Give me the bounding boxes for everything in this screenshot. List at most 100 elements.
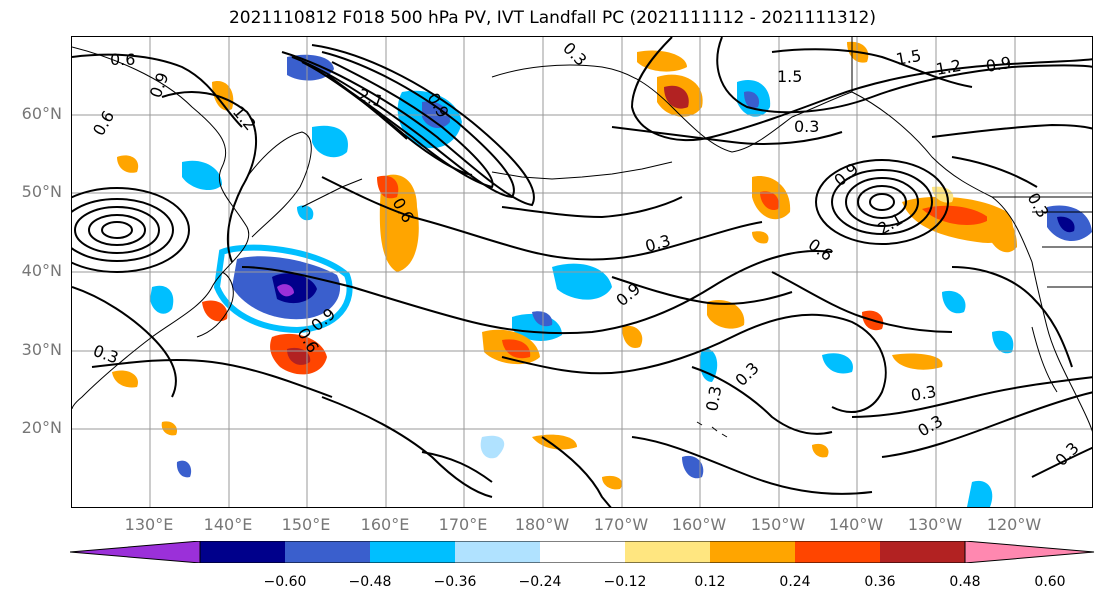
map-title: 2021110812 F018 500 hPa PV, IVT Landfall… [228,8,876,28]
contour-m [541,436,612,507]
contour-u [771,271,953,333]
neg-anomaly-central [552,263,612,300]
contour-bering-3 [281,44,535,207]
contour-nepac-1 [869,193,895,211]
contour-s [501,196,683,219]
pos-anomaly-north2 [637,50,687,72]
pos-anomaly-ne-pac-core [760,191,779,211]
lon-label-170e: 170°E [438,515,488,534]
neg-anomaly-west [942,290,966,314]
lat-label-30n: 30°N [21,340,62,359]
contour-r [1031,446,1092,478]
pos-anomaly-small2 [117,155,139,173]
lon-label-160e: 160°E [360,515,410,534]
contour-label: 0.6 [805,235,837,265]
contour-p [321,396,493,498]
contour-nepac-4 [831,169,933,235]
lat-label-50n: 50°N [21,182,62,201]
contour-asia-2 [88,214,146,246]
contour-asia-3 [74,206,160,254]
lon-label-130e: 130°E [124,515,174,534]
pos-anomaly-subtrop4 [622,325,643,348]
contour-l [631,436,873,495]
pos-anomaly-central-core [502,339,531,359]
contour-bering-1 [301,61,494,189]
coastline-baja [1031,326,1058,393]
contour-j [851,376,1092,418]
colorbar-tick-label: −0.60 [263,574,307,590]
neg-anomaly-small2 [480,435,505,459]
colorbar-cell [200,541,286,563]
contour-label: 0.3 [731,358,762,389]
colorbar-tick-label: −0.24 [518,574,562,590]
pos-anomaly-coast2 [987,211,1017,253]
map-canvas: 0.6 0.9 1.2 2.1 0.6 0.9 0.3 1.5 1.2 0.9 … [72,37,1092,507]
neg-anomaly-center [272,273,317,304]
contour-asia-5 [72,187,190,273]
pos-anomaly-subtrop3 [892,353,943,370]
coastline-us-west [991,196,1092,432]
pos-anomaly-small7 [602,475,623,490]
border-us-states [1032,211,1092,288]
contour-h [501,313,887,413]
contour-n [91,358,333,398]
coastline-kuriles [301,178,363,208]
neg-anomaly-gulf-core [744,91,760,109]
neg-anomaly-hawaii [700,348,718,382]
pos-anomaly-small1 [112,370,138,388]
coastlines [72,37,1092,438]
contour-label: 1.2 [934,56,962,79]
contour-o [72,286,177,398]
neg-anomaly-east-pac [822,353,853,374]
lon-label-180w: 180°W [514,515,570,534]
contour-label: 0.3 [702,384,725,412]
neg-anomaly-small3 [297,205,314,221]
colorbar-tick-label: 0.24 [779,574,811,590]
colorbar-cell [625,541,711,563]
contour-label: 0.6 [89,107,118,139]
pos-anomaly-kam [212,81,234,111]
contour-nw-06 [72,53,243,128]
contour-labels: 0.6 0.9 1.2 2.1 0.6 0.9 0.3 1.5 1.2 0.9 … [89,38,1083,469]
colorbar-cells [70,541,1095,563]
colorbar-tick-label: −0.36 [433,574,477,590]
neg-anomaly-japan [150,285,174,314]
neg-anomaly-central3 [532,311,553,327]
contour-i [691,366,833,435]
colorbar-tick-label: −0.12 [603,574,647,590]
contour-t [611,276,793,305]
contour-label: 0.9 [612,279,644,310]
contour-label: 0.9 [984,53,1012,76]
pos-anomaly-small6 [812,443,829,458]
neg-anomaly-baja [992,330,1014,354]
contour-b [241,250,833,335]
contour-label: 0.3 [794,117,819,136]
colorbar-cell [455,541,541,563]
contour-a [161,91,258,263]
pos-anomaly-subtrop [707,299,745,329]
neg-anomaly-conus-core [1057,216,1075,233]
colorbar-tick-label: 0.60 [1034,574,1066,590]
coastline-japan [196,271,234,338]
lon-label-150w: 150°W [750,515,806,534]
pos-anomaly-coast-core [922,205,990,225]
lat-label-20n: 20°N [21,418,62,437]
contour-d [630,37,1092,142]
contour-f [771,48,973,88]
lon-label-140e: 140°E [203,515,253,534]
contour-label: 0.6 [110,50,135,69]
neg-anomaly-small1 [176,460,192,478]
coastline-aleutians [491,161,673,180]
contour-nepac-3 [845,177,919,227]
colorbar-extend-max [964,541,1095,563]
pos-anomaly-hawaii [532,434,577,450]
coastline-kamchatka [246,131,312,238]
lon-label-170w: 170°W [593,515,649,534]
lon-label-160w: 160°W [671,515,727,534]
colorbar-tick-label: 0.12 [694,574,726,590]
lon-label-130w: 130°W [907,515,963,534]
colorbar-cell [370,541,456,563]
coastline-bc [851,91,993,198]
contour-e [716,37,1092,114]
colorbar-cell [710,541,796,563]
